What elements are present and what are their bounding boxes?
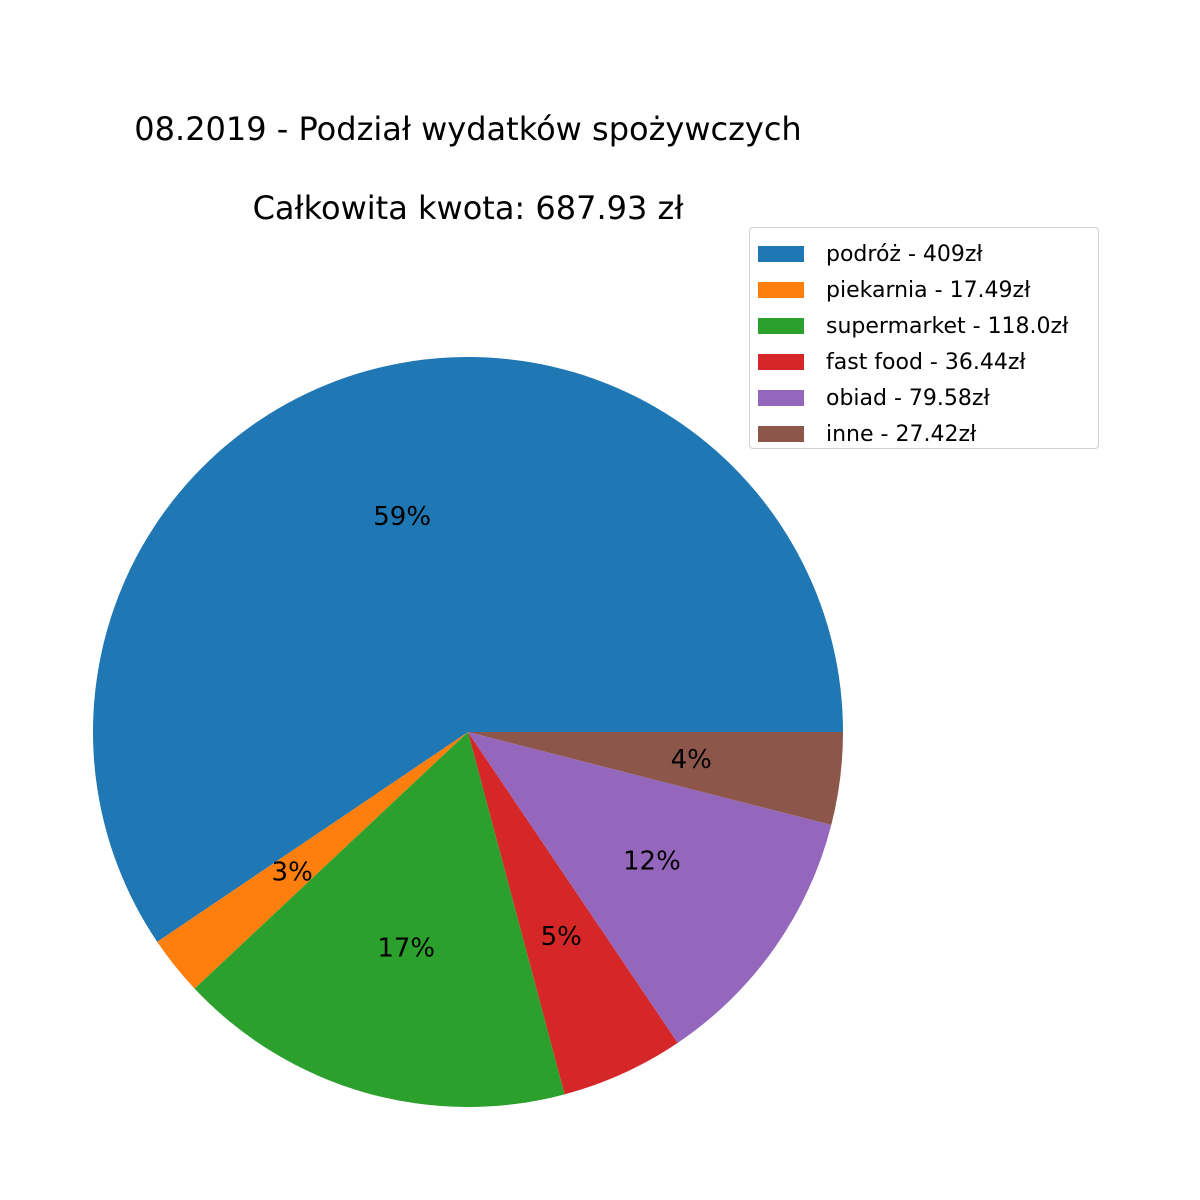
chart-subtitle: Całkowita kwota: 687.93 zł: [252, 189, 684, 227]
legend-item: inne - 27.42zł: [758, 416, 1098, 452]
legend-item: fast food - 36.44zł: [758, 344, 1098, 380]
legend-label: inne - 27.42zł: [826, 421, 977, 447]
slice-percent-label: 3%: [272, 857, 313, 887]
legend-label: obiad - 79.58zł: [826, 385, 990, 411]
pie-slice: [92, 356, 844, 942]
slice-percent-label: 4%: [671, 745, 712, 775]
slice-percent-label: 17%: [377, 933, 435, 963]
legend-item: obiad - 79.58zł: [758, 380, 1098, 416]
legend-swatch: [758, 426, 804, 442]
legend-label: fast food - 36.44zł: [826, 349, 1026, 375]
legend-item: supermarket - 118.0zł: [758, 308, 1098, 344]
legend-swatch: [758, 390, 804, 406]
chart-title: 08.2019 - Podział wydatków spożywczych: [134, 110, 802, 148]
pie-slice: [468, 732, 832, 1043]
pie-slice: [468, 732, 843, 825]
pie-slice: [468, 732, 678, 1095]
legend-label: podróż - 409zł: [826, 241, 983, 267]
legend-label: supermarket - 118.0zł: [826, 313, 1069, 339]
pie-slice: [157, 732, 468, 989]
pie-slice: [194, 732, 565, 1107]
legend-swatch: [758, 318, 804, 334]
legend-label: piekarnia - 17.49zł: [826, 277, 1031, 303]
legend-item: piekarnia - 17.49zł: [758, 272, 1098, 308]
legend-swatch: [758, 246, 804, 262]
chart-legend: podróż - 409zł piekarnia - 17.49zł superma…: [749, 227, 1099, 449]
legend-swatch: [758, 282, 804, 298]
slice-percent-label: 12%: [623, 847, 681, 877]
legend-swatch: [758, 354, 804, 370]
legend-item: podróż - 409zł: [758, 236, 1098, 272]
slice-percent-label: 59%: [373, 502, 431, 532]
slice-percent-label: 5%: [541, 922, 582, 952]
